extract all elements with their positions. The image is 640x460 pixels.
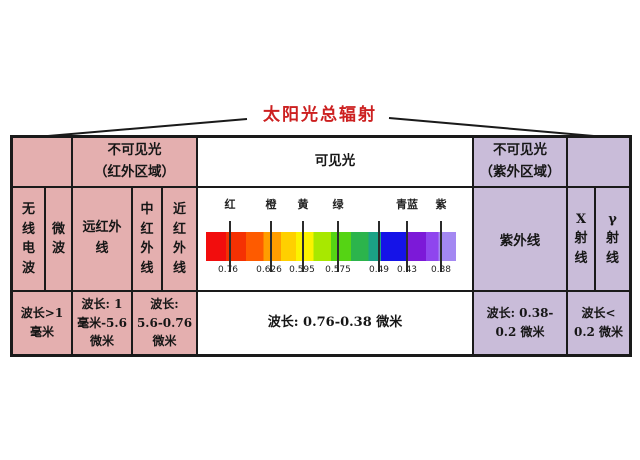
tick-mark [302, 221, 304, 272]
header-cell-radio-group [13, 138, 71, 186]
header-label: 不可见光 （紫外区域） [479, 142, 561, 180]
visible-spectrum-cell: 红 橙 黄 绿 青蓝 紫 0.76 0.626 0.595 0.575 0.49 [198, 188, 472, 290]
tick-value: 0.626 [256, 265, 282, 275]
band-cell-gamma-ray: γ射线 [596, 188, 629, 290]
wavelength-cell-radio-group: 波长>1 毫米 [13, 292, 71, 354]
tick-value: 0.76 [217, 265, 239, 275]
tick-value: 0.43 [396, 265, 418, 275]
band-label: 紫外线 [499, 233, 541, 249]
band-cell-microwave: 微波 [46, 188, 71, 290]
header-cell-infrared: 不可见光 （红外区域） [73, 138, 196, 186]
spectrum-color-label: 紫 [435, 198, 447, 211]
wavelength-label: 波长: 0.38- 0.2 微米 [486, 306, 554, 339]
tick-mark [440, 221, 442, 272]
tick-mark [270, 221, 272, 272]
spectrum-bar [206, 232, 456, 261]
band-cell-near-infrared: 近红外线 [163, 188, 196, 290]
band-cell-ultraviolet: 紫外线 [474, 188, 566, 290]
visible-spectrum: 红 橙 黄 绿 青蓝 紫 0.76 0.626 0.595 0.575 0.49 [198, 188, 472, 290]
band-label: 中红外线 [140, 202, 154, 276]
band-label: X射线 [574, 211, 588, 266]
spectrum-color-label: 青蓝 [396, 198, 418, 211]
tick-value: 0.595 [289, 265, 315, 275]
wavelength-cell-mid-near-infrared: 波长: 5.6-0.76 微米 [133, 292, 196, 354]
tick-value: 0.38 [430, 265, 452, 275]
wavelength-cell-far-infrared: 波长: 1 毫米-5.6 微米 [73, 292, 131, 354]
tick-value: 0.49 [368, 265, 390, 275]
spectrum-table: 不可见光 （红外区域） 可见光 不可见光 （紫外区域） 无线电波 微波 远红外线… [10, 135, 632, 357]
band-cell-far-infrared: 远红外线 [73, 188, 131, 290]
band-label: 远红外线 [82, 220, 122, 256]
header-cell-ultraviolet: 不可见光 （紫外区域） [474, 138, 566, 186]
band-label: 无线电波 [21, 202, 35, 276]
header-cell-ray-group [568, 138, 629, 186]
band-cell-mid-infrared: 中红外线 [133, 188, 161, 290]
spectrum-color-label: 橙 [265, 198, 277, 211]
page-title: 太阳光总辐射 [263, 105, 377, 125]
wavelength-cell-visible: 波长: 0.76-0.38 微米 [198, 292, 472, 354]
wavelength-label: 波长: 1 毫米-5.6 微米 [77, 297, 127, 349]
wavelength-label: 波长: 0.76-0.38 微米 [267, 314, 403, 330]
band-cell-x-ray: X射线 [568, 188, 594, 290]
band-cell-radio: 无线电波 [13, 188, 44, 290]
band-label: γ射线 [605, 211, 619, 266]
tick-mark [406, 221, 408, 272]
tick-value: 0.575 [325, 265, 351, 275]
tick-mark [337, 221, 339, 272]
spectrum-color-label: 黄 [297, 198, 309, 211]
tick-mark [229, 221, 231, 272]
wavelength-label: 波长< 0.2 微米 [573, 306, 624, 339]
wavelength-cell-rays: 波长< 0.2 微米 [568, 292, 629, 354]
spectrum-color-label: 红 [224, 198, 236, 211]
band-label: 近红外线 [172, 202, 186, 276]
header-label: 不可见光 （红外区域） [94, 142, 175, 180]
spectrum-color-label: 绿 [332, 198, 344, 211]
header-cell-visible: 可见光 [198, 138, 472, 186]
wavelength-label: 波长>1 毫米 [20, 306, 64, 339]
tick-mark [378, 221, 380, 272]
band-label: 微波 [51, 221, 65, 257]
wavelength-cell-ultraviolet: 波长: 0.38- 0.2 微米 [474, 292, 566, 354]
header-label: 可见光 [314, 153, 356, 170]
wavelength-label: 波长: 5.6-0.76 微米 [136, 297, 193, 349]
